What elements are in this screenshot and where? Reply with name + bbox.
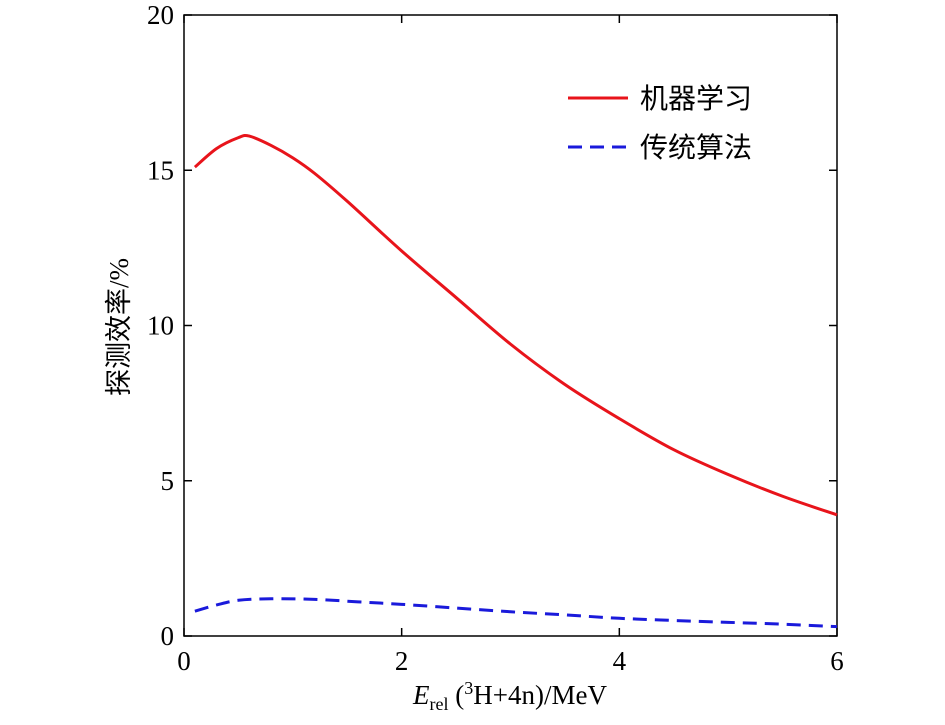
- y-tick-label: 0: [161, 621, 175, 651]
- x-axis-label-superscript: 3: [464, 678, 473, 698]
- series-line-2: [194, 597, 838, 629]
- x-axis-label-open: (: [449, 680, 465, 710]
- x-axis-label-rest: H+4n)/MeV: [473, 680, 607, 710]
- x-axis-label-symbol: E: [412, 680, 430, 710]
- x-tick-label: 6: [830, 646, 844, 676]
- x-tick-label: 2: [395, 646, 409, 676]
- x-axis-label-subscript: rel: [430, 694, 449, 714]
- y-tick-label: 15: [147, 155, 174, 185]
- x-tick-label: 4: [613, 646, 627, 676]
- y-tick-label: 5: [161, 466, 175, 496]
- x-axis-label: Erel (3H+4n)/MeV: [412, 678, 607, 714]
- ticks-layer: 0 2 4 6 0 5 10 15 20: [147, 0, 844, 676]
- legend-label-2: 传统算法: [640, 131, 752, 164]
- x-tick-label: 0: [177, 646, 191, 676]
- series-line-1: [193, 133, 838, 517]
- y-tick-label: 10: [147, 311, 174, 341]
- series-layer: [193, 133, 838, 629]
- y-tick-label: 20: [147, 0, 174, 30]
- legend-label-1: 机器学习: [640, 82, 752, 115]
- y-axis-label: 探测效率/%: [104, 258, 134, 396]
